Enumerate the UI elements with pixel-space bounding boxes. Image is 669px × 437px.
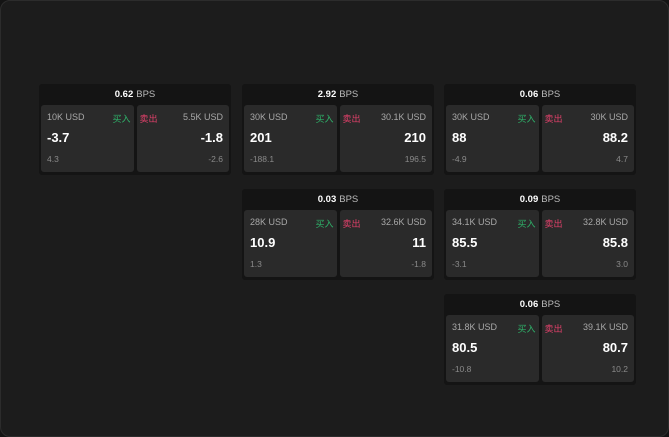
buy-box[interactable]: 31.8K USD 买入 80.5 -10.8 xyxy=(446,315,539,382)
sell-label: 卖出 xyxy=(342,219,361,229)
buy-label: 买入 xyxy=(517,219,536,229)
sell-size: 30.1K USD xyxy=(380,112,426,122)
sell-label: 卖出 xyxy=(544,114,563,124)
spread-unit: BPS xyxy=(339,194,359,205)
buy-size: 10K USD xyxy=(47,112,85,122)
quote-card: 0.62 BPS 10K USD 买入 -3.7 4.3 5.5K USD 卖出 … xyxy=(39,84,231,175)
buy-change: -4.9 xyxy=(452,154,467,164)
sell-change: 196.5 xyxy=(404,154,426,164)
buy-size: 31.8K USD xyxy=(452,322,498,332)
buy-price: -3.7 xyxy=(47,130,70,145)
buy-price: 85.5 xyxy=(452,235,478,250)
spread-value: 0.09 xyxy=(519,194,539,205)
sell-change: 10.2 xyxy=(611,364,628,374)
sell-price: 210 xyxy=(404,130,426,145)
sell-size: 39.1K USD xyxy=(582,322,628,332)
sell-box[interactable]: 30.1K USD 卖出 210 196.5 xyxy=(339,105,432,172)
spread-unit: BPS xyxy=(136,89,156,100)
spread-header: 0.62 BPS xyxy=(39,84,231,105)
sell-size: 32.8K USD xyxy=(582,217,628,227)
spread-header: 0.09 BPS xyxy=(444,189,636,210)
buy-price: 10.9 xyxy=(250,235,276,250)
buy-box[interactable]: 10K USD 买入 -3.7 4.3 xyxy=(41,105,134,172)
spread-value: 0.06 xyxy=(519,299,539,310)
buy-price: 80.5 xyxy=(452,340,478,355)
sell-change: -1.8 xyxy=(411,259,426,269)
sell-box[interactable]: 30K USD 卖出 88.2 4.7 xyxy=(541,105,634,172)
quote-card: 0.03 BPS 28K USD 买入 10.9 1.3 32.6K USD 卖出… xyxy=(242,189,434,280)
sell-price: 80.7 xyxy=(602,340,628,355)
buy-box[interactable]: 30K USD 买入 201 -188.1 xyxy=(244,105,337,172)
buy-size: 30K USD xyxy=(452,112,490,122)
buy-change: -3.1 xyxy=(452,259,467,269)
sell-label: 卖出 xyxy=(139,114,158,124)
buy-box[interactable]: 28K USD 买入 10.9 1.3 xyxy=(244,210,337,277)
spread-unit: BPS xyxy=(541,299,561,310)
sell-size: 32.6K USD xyxy=(380,217,426,227)
buy-size: 34.1K USD xyxy=(452,217,498,227)
buy-change: -10.8 xyxy=(452,364,472,374)
buy-label: 买入 xyxy=(112,114,131,124)
buy-size: 28K USD xyxy=(250,217,288,227)
buy-price: 88 xyxy=(452,130,467,145)
sell-size: 30K USD xyxy=(590,112,628,122)
spread-unit: BPS xyxy=(541,194,561,205)
sell-price: 85.8 xyxy=(602,235,628,250)
spread-header: 0.06 BPS xyxy=(444,294,636,315)
quote-card: 0.09 BPS 34.1K USD 买入 85.5 -3.1 32.8K USD… xyxy=(444,189,636,280)
spread-header: 2.92 BPS xyxy=(242,84,434,105)
buy-label: 买入 xyxy=(315,219,334,229)
sell-box[interactable]: 32.8K USD 卖出 85.8 3.0 xyxy=(541,210,634,277)
buy-label: 买入 xyxy=(517,324,536,334)
spread-header: 0.03 BPS xyxy=(242,189,434,210)
buy-change: 4.3 xyxy=(47,154,59,164)
sell-price: -1.8 xyxy=(200,130,223,145)
sell-box[interactable]: 32.6K USD 卖出 11 -1.8 xyxy=(339,210,432,277)
sell-box[interactable]: 39.1K USD 卖出 80.7 10.2 xyxy=(541,315,634,382)
buy-label: 买入 xyxy=(315,114,334,124)
sell-label: 卖出 xyxy=(342,114,361,124)
sell-label: 卖出 xyxy=(544,324,563,334)
buy-box[interactable]: 30K USD 买入 88 -4.9 xyxy=(446,105,539,172)
sell-change: 4.7 xyxy=(616,154,628,164)
buy-label: 买入 xyxy=(517,114,536,124)
buy-size: 30K USD xyxy=(250,112,288,122)
sell-change: -2.6 xyxy=(208,154,223,164)
spread-value: 2.92 xyxy=(317,89,337,100)
sell-price: 11 xyxy=(412,235,426,250)
spread-value: 0.62 xyxy=(114,89,134,100)
sell-label: 卖出 xyxy=(544,219,563,229)
spread-unit: BPS xyxy=(339,89,359,100)
buy-price: 201 xyxy=(250,130,272,145)
sell-size: 5.5K USD xyxy=(182,112,223,122)
spread-unit: BPS xyxy=(541,89,561,100)
quote-card: 2.92 BPS 30K USD 买入 201 -188.1 30.1K USD … xyxy=(242,84,434,175)
spread-header: 0.06 BPS xyxy=(444,84,636,105)
sell-change: 3.0 xyxy=(616,259,628,269)
buy-change: 1.3 xyxy=(250,259,262,269)
sell-box[interactable]: 5.5K USD 卖出 -1.8 -2.6 xyxy=(136,105,229,172)
buy-change: -188.1 xyxy=(250,154,275,164)
spread-value: 0.06 xyxy=(519,89,539,100)
sell-price: 88.2 xyxy=(602,130,628,145)
quote-card: 0.06 BPS 31.8K USD 买入 80.5 -10.8 39.1K US… xyxy=(444,294,636,385)
spread-value: 0.03 xyxy=(317,194,337,205)
quote-card: 0.06 BPS 30K USD 买入 88 -4.9 30K USD 卖出 88… xyxy=(444,84,636,175)
buy-box[interactable]: 34.1K USD 买入 85.5 -3.1 xyxy=(446,210,539,277)
